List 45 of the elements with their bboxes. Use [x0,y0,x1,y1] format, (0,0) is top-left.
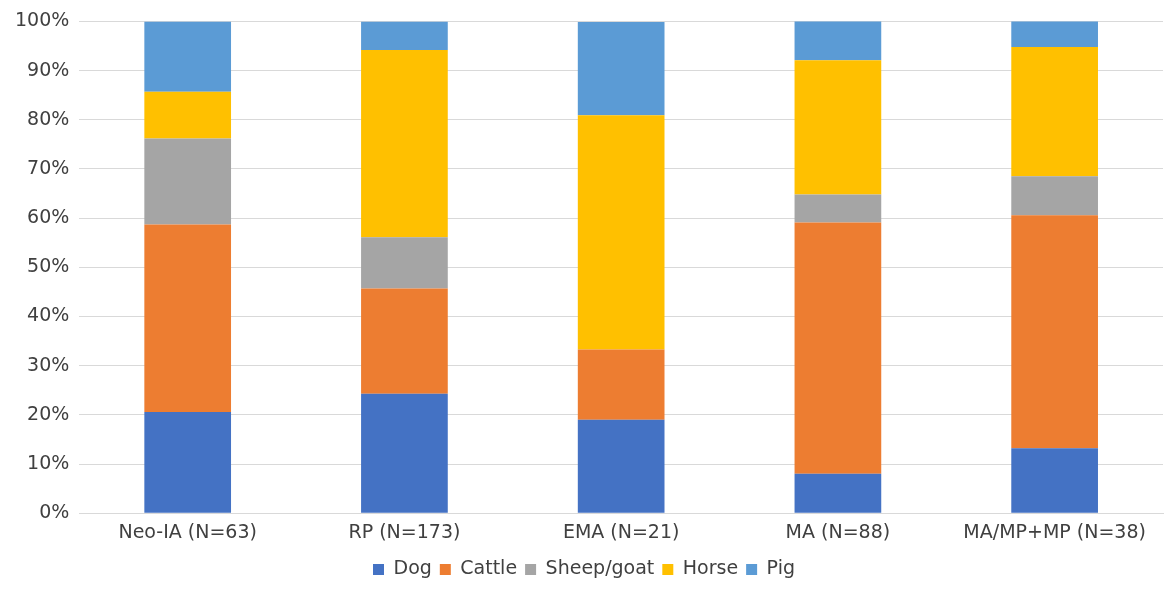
bar [1011,448,1098,513]
y-tick-label: 60% [27,205,70,228]
x-tick-label: EMA (N=21) [562,519,680,542]
bar [794,194,882,223]
bar [144,21,232,92]
bar [144,138,232,225]
y-tick-label: 20% [27,401,70,424]
bar [144,91,232,139]
y-tick-label: 0% [39,500,70,523]
legend-label: Cattle [460,556,518,579]
y-tick-label: 80% [27,106,70,129]
bar [577,21,665,116]
bar [144,411,232,513]
bar [1011,46,1098,177]
bar [577,115,665,350]
bar [1011,176,1098,216]
bar [577,419,665,513]
y-tick-label: 90% [27,57,70,80]
bar [794,60,882,195]
bar [361,237,448,289]
x-tick-label: MA/MP+MP (N=38) [963,519,1146,542]
legend-label: Horse [682,556,739,579]
y-tick-label: 70% [27,155,70,178]
bar [577,349,665,420]
bar [1011,21,1098,47]
x-tick-label: RP (N=173) [348,519,461,542]
y-tick-label: 40% [27,303,70,326]
bar [794,473,882,513]
x-tick-label: Neo-IA (N=63) [118,519,257,542]
bar [361,288,448,394]
bar [361,49,448,238]
bar [361,21,448,50]
bar [1011,215,1098,449]
y-tick-label: 30% [27,352,70,375]
y-tick-label: 50% [27,254,70,277]
y-tick-label: 10% [27,450,70,473]
bar [144,224,232,412]
bar [794,21,882,61]
legend-label: Pig [766,556,796,579]
legend-label: Sheep/goat [545,556,655,579]
x-tick-label: MA (N=88) [785,519,891,542]
y-tick-label: 100% [14,8,70,31]
bar [361,393,448,513]
legend-label: Dog [393,556,432,579]
bar [794,222,882,474]
